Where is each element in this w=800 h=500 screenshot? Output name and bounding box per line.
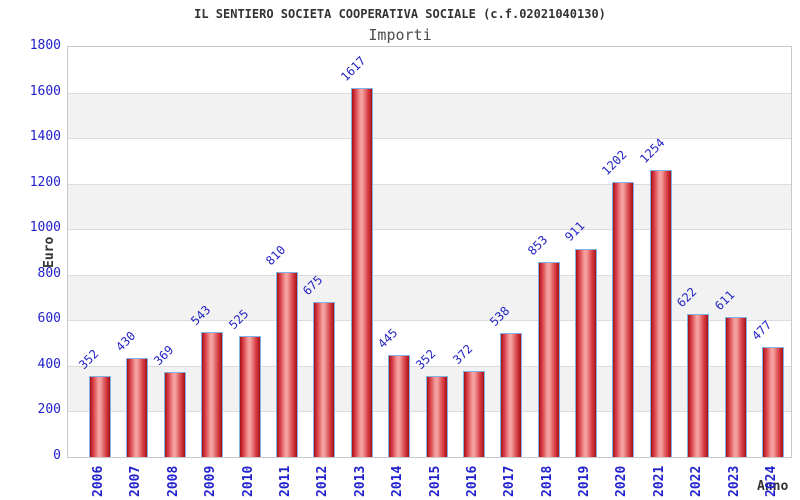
x-tick-label: 2022 xyxy=(689,465,705,497)
y-tick-label: 600 xyxy=(37,311,61,327)
y-axis-title: Euro xyxy=(42,236,57,268)
x-tick-label: 2020 xyxy=(614,465,630,497)
gridline xyxy=(68,274,791,276)
bar xyxy=(537,261,560,457)
gridline xyxy=(68,183,791,185)
y-tick-label: 1600 xyxy=(29,83,61,99)
bar xyxy=(575,248,598,457)
chart-subtitle: Importi xyxy=(368,26,432,44)
x-tick-label: 2013 xyxy=(352,465,368,497)
bar xyxy=(612,182,635,457)
bar xyxy=(687,314,710,457)
bar xyxy=(500,333,523,457)
bar xyxy=(126,358,149,457)
bar xyxy=(275,271,298,457)
x-tick-label: 2008 xyxy=(165,465,181,497)
plot-area xyxy=(67,46,792,458)
x-tick-label: 2021 xyxy=(651,465,667,497)
x-tick-label: 2017 xyxy=(502,465,518,497)
bar xyxy=(201,332,224,457)
x-tick-label: 2019 xyxy=(577,465,593,497)
x-axis-title: Anno xyxy=(757,479,789,494)
x-tick-label: 2014 xyxy=(390,465,406,497)
x-tick-label: 2011 xyxy=(277,465,293,497)
gridline xyxy=(68,320,791,322)
y-tick-label: 400 xyxy=(37,356,61,372)
y-tick-label: 0 xyxy=(53,448,61,463)
gridline xyxy=(68,365,791,367)
x-tick-label: 2016 xyxy=(464,465,480,497)
y-tick-label: 800 xyxy=(37,265,61,281)
y-tick-label: 200 xyxy=(37,402,61,418)
x-tick-label: 2009 xyxy=(203,465,219,497)
bar xyxy=(89,375,111,457)
gridline xyxy=(68,138,791,140)
background-band xyxy=(68,183,791,230)
bar xyxy=(388,354,411,457)
x-tick-label: 2006 xyxy=(91,465,106,497)
x-tick-label: 2010 xyxy=(240,465,256,497)
gridline xyxy=(68,92,791,94)
x-tick-label: 2024 xyxy=(764,465,779,497)
x-tick-label: 2023 xyxy=(726,465,742,497)
bar xyxy=(238,336,261,457)
x-tick-label: 2007 xyxy=(128,465,144,497)
y-tick-label: 1800 xyxy=(29,38,61,53)
bar xyxy=(649,170,672,457)
x-tick-label: 2018 xyxy=(539,465,555,497)
bar xyxy=(425,375,448,457)
x-tick-label: 2012 xyxy=(315,465,331,497)
bar xyxy=(350,87,373,457)
y-tick-label: 1000 xyxy=(29,220,61,236)
x-tick-label: 2015 xyxy=(427,465,443,497)
chart-title: IL SENTIERO SOCIETA COOPERATIVA SOCIALE … xyxy=(194,7,606,21)
y-tick-label: 1400 xyxy=(29,129,61,145)
bar xyxy=(724,316,747,457)
bar xyxy=(163,371,186,457)
background-band xyxy=(68,92,791,139)
bar xyxy=(762,347,784,457)
bar xyxy=(462,371,485,457)
bar xyxy=(313,302,336,457)
y-tick-label: 1200 xyxy=(29,174,61,190)
gridline xyxy=(68,229,791,231)
